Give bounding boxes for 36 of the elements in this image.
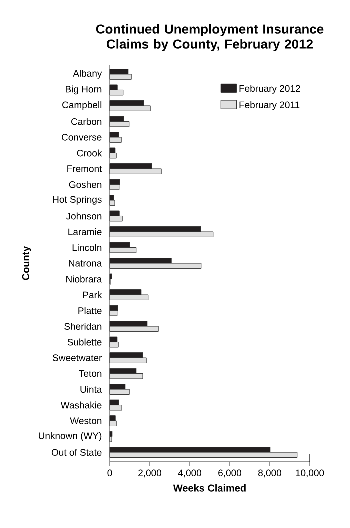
x-axis-title: Weeks Claimed bbox=[173, 484, 246, 492]
y-tick-label: Unknown (WY) bbox=[39, 432, 102, 442]
y-tick-label: Laramie bbox=[68, 228, 102, 236]
legend-label: February 2011 bbox=[240, 101, 300, 110]
y-tick-label: Johnson bbox=[66, 212, 102, 220]
y-tick-label: Weston bbox=[70, 418, 102, 424]
y-tick-label: Teton bbox=[79, 370, 102, 378]
y-tick-label: Fremont bbox=[68, 166, 102, 172]
x-tick-label: 0 bbox=[108, 470, 112, 477]
y-tick-label: Lincoln bbox=[72, 244, 102, 252]
x-tick-label: 4,000 bbox=[178, 470, 202, 478]
chart-title: Continued Unemployment Insurance Claims by County, February 2012 bbox=[96, 24, 324, 52]
y-tick-label: Niobrara bbox=[66, 276, 102, 283]
y-tick-label: Natrona bbox=[69, 260, 102, 267]
x-tick-label: 6,000 bbox=[218, 470, 242, 478]
y-tick-label: Hot Springs bbox=[53, 196, 102, 205]
x-tick-label: 10,000 bbox=[296, 470, 324, 478]
y-tick-label: Albany bbox=[73, 70, 102, 79]
y-tick-label: Out of State bbox=[52, 449, 102, 456]
x-tick-label: 8,000 bbox=[258, 470, 282, 478]
y-axis-title: County bbox=[22, 246, 32, 280]
y-tick-label: Crook bbox=[77, 150, 102, 157]
y-tick-label: Sublette bbox=[68, 338, 102, 346]
x-tick-label: 2,000 bbox=[138, 470, 162, 478]
y-tick-label: Park bbox=[83, 292, 102, 298]
y-tick-label: Washakie bbox=[60, 402, 102, 409]
y-tick-label: Sweetwater bbox=[53, 354, 102, 362]
y-tick-label: Sheridan bbox=[64, 323, 102, 330]
legend-label: February 2012 bbox=[240, 85, 300, 94]
y-tick-label: Big Horn bbox=[66, 86, 102, 95]
y-tick-label: Uinta bbox=[80, 386, 102, 394]
y-tick-label: Campbell bbox=[62, 102, 102, 110]
y-tick-label: Goshen bbox=[69, 181, 102, 188]
y-tick-label: Carbon bbox=[72, 118, 102, 126]
y-tick-label: Platte bbox=[78, 307, 102, 314]
y-tick-label: Converse bbox=[62, 134, 102, 141]
